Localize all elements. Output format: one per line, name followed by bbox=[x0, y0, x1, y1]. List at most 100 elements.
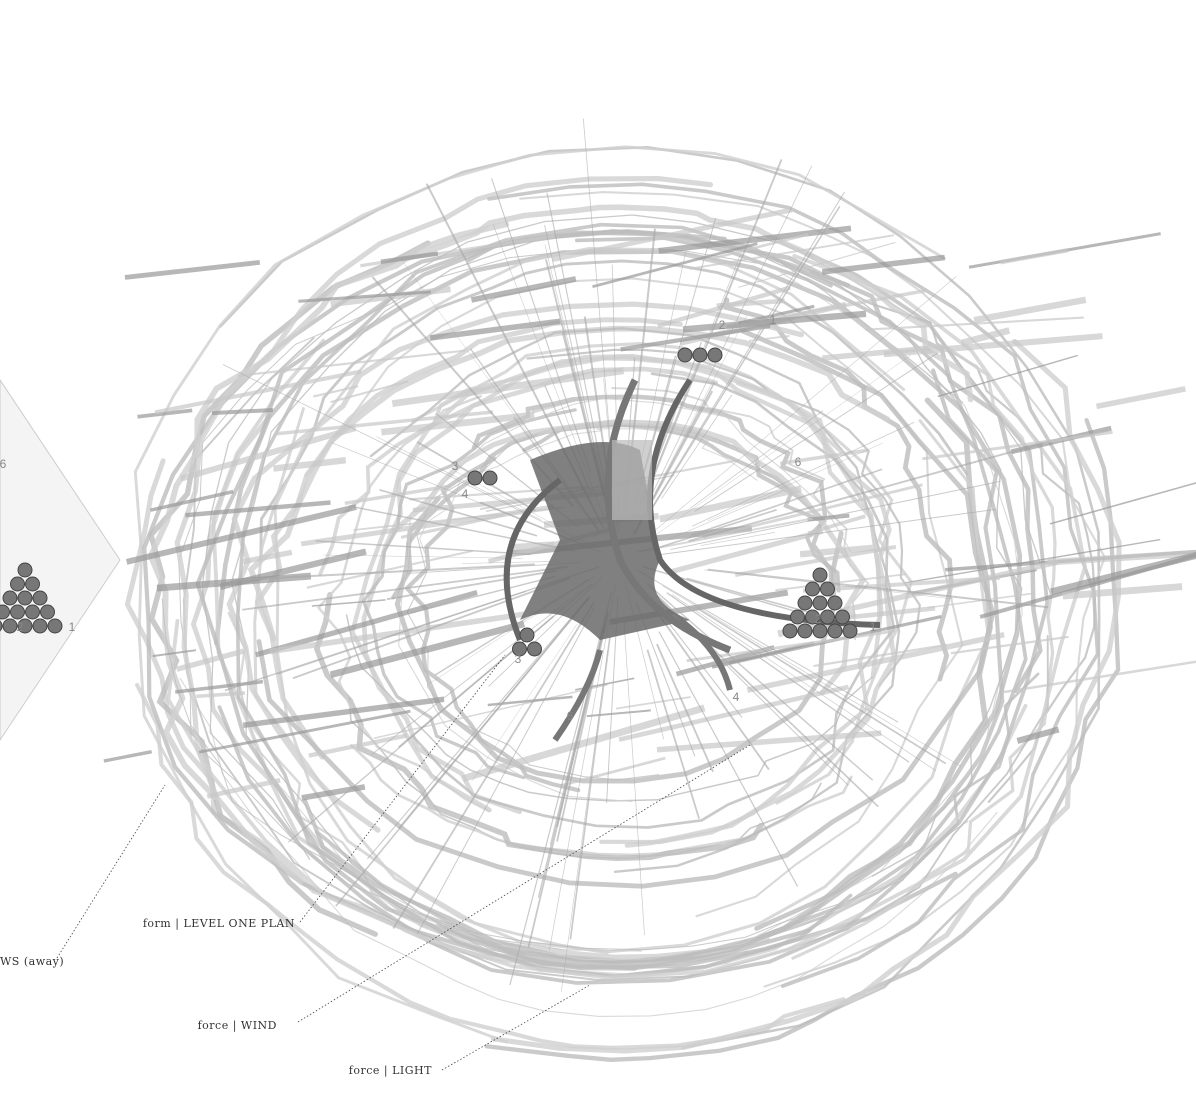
light-ray bbox=[287, 583, 592, 843]
wind-streak bbox=[775, 573, 906, 592]
tree bbox=[797, 595, 813, 611]
tree bbox=[17, 590, 33, 606]
wind-streak bbox=[562, 756, 666, 787]
light-ray bbox=[694, 352, 939, 512]
light-ray bbox=[335, 596, 591, 907]
tree bbox=[812, 595, 828, 611]
light-ray bbox=[471, 624, 578, 782]
wind-streak bbox=[175, 648, 245, 672]
wind-streak bbox=[960, 327, 1011, 347]
light-ray bbox=[657, 508, 996, 556]
wind-streak bbox=[620, 323, 771, 352]
light-ray bbox=[548, 582, 617, 951]
swirl-stroke bbox=[179, 677, 998, 1017]
annotation: force | LIGHT bbox=[349, 1064, 432, 1078]
wind-streak bbox=[1000, 247, 1069, 265]
tree bbox=[17, 562, 33, 578]
light-ray bbox=[690, 468, 883, 537]
swirl-stroke bbox=[133, 145, 946, 1044]
wind-streak bbox=[658, 485, 802, 523]
wind-streak bbox=[470, 276, 577, 303]
light-ray bbox=[658, 631, 799, 887]
plan-number: 2 bbox=[719, 318, 726, 332]
annotation: force | WIND bbox=[198, 1019, 277, 1033]
swirl-stroke bbox=[487, 182, 1100, 988]
swirl-stroke bbox=[412, 372, 896, 829]
light-ray bbox=[689, 410, 824, 509]
wind-streak bbox=[255, 589, 478, 658]
swirl-stroke bbox=[316, 395, 491, 813]
wind-streak bbox=[716, 298, 785, 309]
light-ray bbox=[643, 252, 742, 499]
light-ray bbox=[348, 505, 575, 552]
wind-streak bbox=[1062, 583, 1183, 600]
light-ray bbox=[700, 532, 776, 546]
wind-streak bbox=[746, 632, 1005, 693]
wind-streak bbox=[592, 242, 758, 289]
light-ray bbox=[461, 561, 561, 564]
swirl-stroke bbox=[161, 598, 969, 951]
wind-streak bbox=[206, 778, 281, 799]
wind-streak bbox=[152, 649, 197, 658]
tree bbox=[467, 470, 483, 486]
wind-streak bbox=[330, 380, 409, 404]
tree bbox=[835, 609, 850, 625]
light-ray bbox=[643, 354, 912, 544]
light-ray bbox=[650, 205, 841, 510]
wind-streak bbox=[125, 504, 357, 565]
wind-streak bbox=[373, 683, 608, 739]
light-ray bbox=[671, 594, 936, 771]
wind-streak bbox=[637, 517, 813, 553]
tree bbox=[820, 581, 835, 597]
wind-streak bbox=[311, 599, 386, 607]
wind-streak bbox=[668, 528, 824, 575]
plan-number: 4 bbox=[462, 487, 469, 501]
wind-streak bbox=[656, 730, 882, 753]
leader-line bbox=[56, 784, 166, 959]
tree bbox=[10, 576, 25, 592]
wind-streak bbox=[689, 234, 895, 270]
light-ray bbox=[582, 118, 614, 476]
leader-line bbox=[441, 984, 591, 1071]
wind-streak bbox=[150, 489, 234, 512]
light-ray bbox=[707, 568, 1049, 609]
left-plan-fragment bbox=[0, 379, 121, 741]
light-ray bbox=[667, 490, 784, 541]
light-ray bbox=[376, 436, 542, 521]
light-ray bbox=[222, 364, 593, 547]
wind-streak bbox=[273, 456, 347, 472]
wind-streak bbox=[242, 696, 445, 728]
wind-streak bbox=[703, 483, 923, 540]
swirl-stroke bbox=[724, 297, 954, 682]
tree bbox=[32, 590, 48, 606]
plan-number: 6 bbox=[567, 709, 574, 723]
wind-streak bbox=[839, 559, 1058, 614]
swirl-stroke bbox=[214, 249, 1023, 931]
wind-streak bbox=[1050, 551, 1196, 596]
wind-streak bbox=[738, 241, 896, 288]
wind-streak bbox=[298, 290, 431, 303]
tree bbox=[820, 609, 835, 625]
tree bbox=[812, 623, 828, 639]
plan-number: 6 bbox=[0, 457, 7, 471]
wind-streak bbox=[301, 784, 366, 801]
tree bbox=[842, 623, 858, 639]
tree bbox=[519, 627, 535, 643]
wind-streak bbox=[381, 411, 535, 436]
light-ray bbox=[659, 508, 777, 549]
wind-streak bbox=[658, 225, 852, 254]
tree bbox=[482, 470, 498, 486]
annotation: form | LEVEL ONE PLAN bbox=[143, 917, 295, 931]
tree bbox=[797, 623, 813, 639]
wind-streak bbox=[905, 538, 1161, 584]
light-ray bbox=[652, 606, 770, 771]
wall-arc bbox=[503, 477, 562, 642]
light-ray bbox=[367, 595, 590, 860]
swirl-stroke bbox=[402, 204, 974, 403]
wind-streak bbox=[137, 408, 193, 419]
plan-number: 1 bbox=[870, 620, 877, 634]
light-ray bbox=[638, 570, 899, 723]
plan-number: 2 bbox=[17, 620, 24, 634]
tree bbox=[40, 604, 55, 620]
